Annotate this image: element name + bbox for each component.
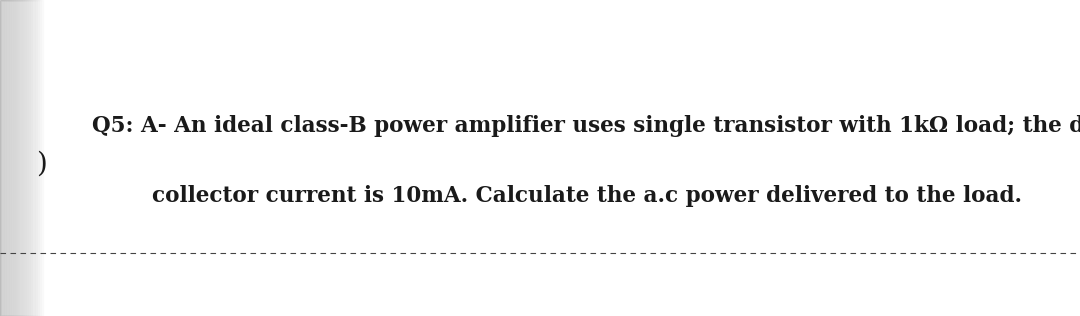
Bar [0,0,30,316]
Bar [0,0,9,316]
Bar [0,0,28,316]
Bar [0,0,19,316]
Bar [0,0,41,316]
Text: collector current is 10mA. Calculate the a.c power delivered to the load.: collector current is 10mA. Calculate the… [92,185,1022,207]
Bar [0,0,26,316]
Bar [0,0,39,316]
Bar [0,0,4,316]
Text: Q5: A- An ideal class-B power amplifier uses single transistor with 1kΩ load; th: Q5: A- An ideal class-B power amplifier … [92,115,1080,137]
Text: ): ) [36,151,46,178]
Bar [0,0,32,316]
Bar [0,0,15,316]
Bar [0,0,37,316]
Bar [0,0,6,316]
Bar [0,0,24,316]
Bar [0,0,11,316]
Bar [0,0,43,316]
Bar [0,0,35,316]
Bar [0,0,17,316]
Bar [0,0,2,316]
Bar [0,0,13,316]
Bar [0,0,22,316]
